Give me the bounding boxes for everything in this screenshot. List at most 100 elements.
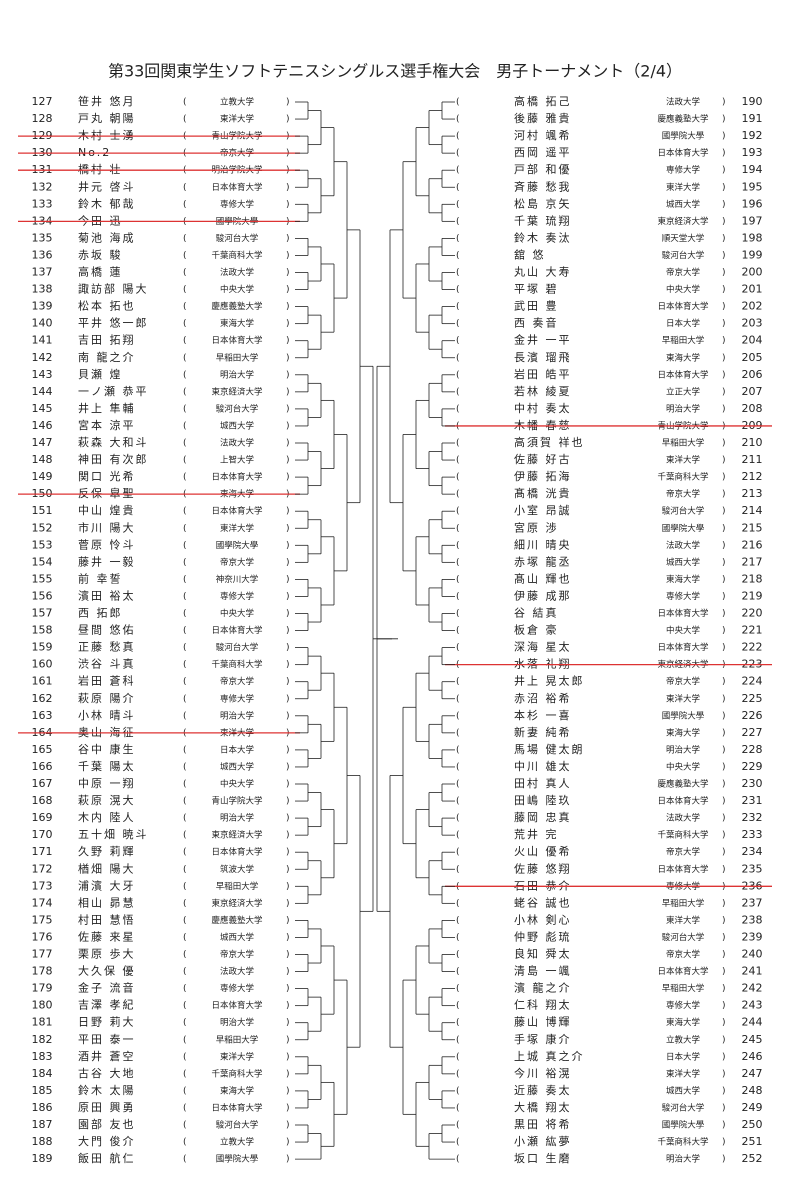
player-school: 上智大学 xyxy=(220,455,255,466)
player-name: 平田 泰一 xyxy=(78,1032,136,1046)
player-school: 東京経済大学 xyxy=(211,830,263,841)
paren: ) xyxy=(722,780,726,790)
paren: ) xyxy=(722,387,726,397)
paren: ) xyxy=(286,285,290,295)
player-number: 222 xyxy=(742,641,763,654)
player-name: 坂口 生磨 xyxy=(514,1151,572,1165)
paren: ( xyxy=(183,1001,187,1011)
player-number: 149 xyxy=(32,470,53,483)
paren: ( xyxy=(183,780,187,790)
player-number: 220 xyxy=(742,607,763,620)
player-name: 西岡 遥平 xyxy=(514,146,572,159)
paren: ) xyxy=(286,609,290,619)
player-name: 新妻 純希 xyxy=(514,725,572,739)
paren: ( xyxy=(456,1121,460,1131)
paren: ) xyxy=(722,336,726,346)
player-name: 萩原 陽介 xyxy=(78,692,136,705)
paren: ) xyxy=(722,200,726,210)
player-number: 207 xyxy=(742,385,763,398)
player-number: 204 xyxy=(742,334,763,347)
player-school: 中央大学 xyxy=(220,779,255,790)
paren: ( xyxy=(183,814,187,824)
player-number: 252 xyxy=(742,1152,763,1165)
paren: ( xyxy=(183,865,187,875)
player-name: 馬場 健太朗 xyxy=(514,743,585,756)
paren: ( xyxy=(456,609,460,619)
paren: ( xyxy=(456,285,460,295)
player-school: 早稲田大学 xyxy=(662,335,705,346)
paren: ( xyxy=(456,490,460,500)
player-school: 千葉商科大学 xyxy=(211,1068,263,1079)
paren: ) xyxy=(722,575,726,585)
player-name: 高橋 蓮 xyxy=(78,265,123,279)
paren: ( xyxy=(456,916,460,926)
player-name: 園部 友也 xyxy=(78,1117,136,1131)
player-name: 中川 雄太 xyxy=(514,759,572,773)
paren: ( xyxy=(456,217,460,227)
paren: ( xyxy=(183,115,187,125)
paren: ) xyxy=(286,507,290,517)
player-school: 千葉商科大学 xyxy=(657,830,709,841)
paren: ) xyxy=(286,677,290,687)
player-name: 本杉 一喜 xyxy=(514,708,572,722)
paren: ( xyxy=(183,1086,187,1096)
paren: ) xyxy=(722,762,726,772)
player-number: 160 xyxy=(32,658,53,671)
player-name: 後藤 雅貴 xyxy=(514,111,572,125)
paren: ( xyxy=(456,166,460,176)
paren: ) xyxy=(286,814,290,824)
paren: ) xyxy=(722,626,726,636)
player-name: 藤岡 忠真 xyxy=(514,810,572,824)
player-name: 佐藤 来星 xyxy=(78,929,136,943)
player-name: 赤沼 裕希 xyxy=(514,691,572,705)
player-school: 早稲田大学 xyxy=(662,898,705,909)
player-school: 駿河台大学 xyxy=(662,506,705,517)
player-school: 城西大学 xyxy=(220,932,255,943)
player-name: 昼間 悠佑 xyxy=(78,623,136,637)
player-school: 日本体育大学 xyxy=(657,796,709,807)
paren: ) xyxy=(286,421,290,431)
player-school: 帝京大学 xyxy=(666,847,701,858)
player-name: 戸部 和優 xyxy=(514,162,572,176)
player-school: 明治大学 xyxy=(666,744,701,755)
player-number: 144 xyxy=(32,385,53,398)
paren: ( xyxy=(183,899,187,909)
player-school: 早稲田大学 xyxy=(662,438,705,449)
player-number: 137 xyxy=(32,266,53,279)
player-name: 大門 俊介 xyxy=(78,1134,136,1148)
player-number: 231 xyxy=(742,794,763,807)
player-school: 日本大学 xyxy=(220,744,255,755)
paren: ( xyxy=(183,882,187,892)
paren: ) xyxy=(722,541,726,551)
player-school: 日本大学 xyxy=(666,318,701,329)
player-school: 東海大学 xyxy=(666,352,701,363)
player-number: 249 xyxy=(742,1101,763,1114)
paren: ) xyxy=(286,762,290,772)
player-number: 170 xyxy=(32,828,53,841)
paren: ) xyxy=(286,575,290,585)
player-name: 萩原 滉大 xyxy=(78,793,136,807)
player-number: 176 xyxy=(32,930,53,943)
player-school: 青山学院大学 xyxy=(211,796,263,807)
paren: ( xyxy=(456,780,460,790)
player-number: 199 xyxy=(742,248,763,261)
player-school: 駿河台大学 xyxy=(662,250,705,261)
paren: ( xyxy=(456,745,460,755)
player-number: 212 xyxy=(742,470,763,483)
player-name: 西 拓郎 xyxy=(78,606,123,620)
paren: ( xyxy=(456,1018,460,1028)
paren: ) xyxy=(722,711,726,721)
player-name: 田嶋 陸玖 xyxy=(514,793,572,807)
player-school: 慶應義塾大学 xyxy=(211,915,263,926)
paren: ( xyxy=(183,404,187,414)
player-number: 133 xyxy=(32,197,53,210)
player-name: 蛯谷 誠也 xyxy=(514,896,572,909)
player-school: 日本体育大学 xyxy=(657,608,709,619)
paren: ( xyxy=(183,694,187,704)
player-number: 165 xyxy=(32,743,53,756)
player-name: 反保 皐聖 xyxy=(78,486,136,500)
paren: ) xyxy=(286,780,290,790)
paren: ) xyxy=(722,1086,726,1096)
paren: ) xyxy=(286,865,290,875)
